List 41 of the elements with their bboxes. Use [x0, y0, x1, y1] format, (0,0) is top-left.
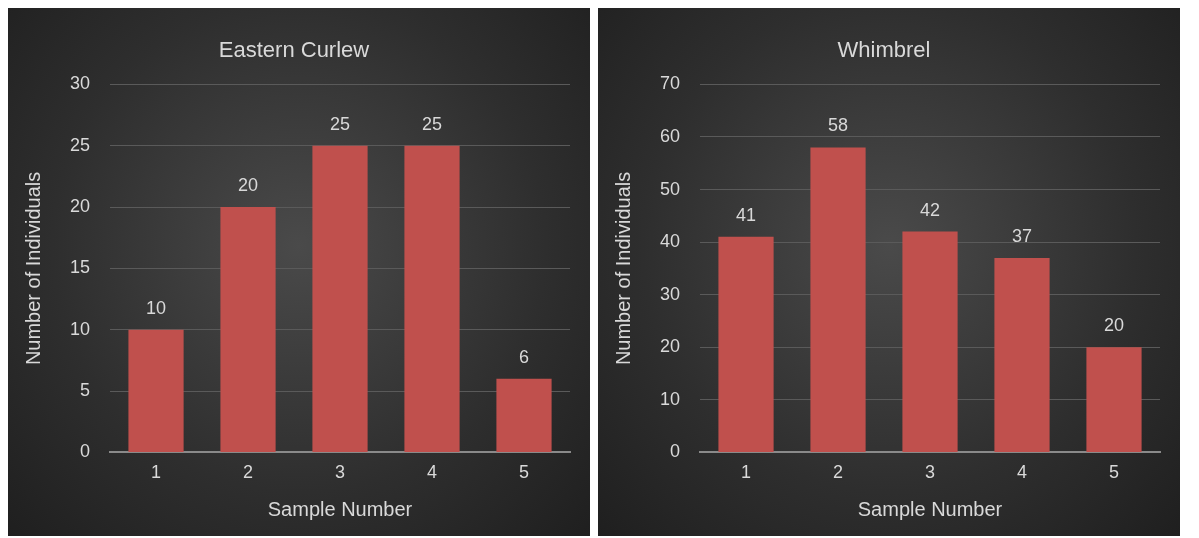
data-label: 6	[518, 346, 530, 367]
chart-title: Whimbrel	[837, 37, 931, 63]
y-tick-label: 5	[80, 380, 91, 401]
y-tick-label: 60	[659, 125, 681, 146]
y-tick-label: 15	[69, 257, 91, 278]
x-tick-label: 3	[925, 462, 936, 483]
x-tick-label: 5	[518, 462, 530, 483]
x-tick-label: 4	[427, 462, 438, 483]
data-label: 20	[238, 175, 259, 196]
data-label: 41	[736, 204, 757, 225]
y-tick-label: 30	[69, 73, 91, 94]
data-label: 10	[146, 297, 167, 318]
data-label: 25	[421, 113, 443, 134]
y-tick-label: 20	[69, 196, 91, 217]
y-tick-label: 20	[659, 336, 681, 357]
x-axis-title: Sample Number	[857, 497, 1003, 520]
y-tick-label: 70	[659, 73, 681, 94]
y-tick-label: 10	[659, 388, 681, 409]
y-axis-title: Number of Individuals	[611, 171, 634, 366]
x-axis-title: Sample Number	[267, 497, 413, 520]
y-tick-label: 0	[670, 441, 681, 462]
x-tick-label: 2	[833, 462, 844, 483]
data-label: 42	[920, 199, 941, 220]
data-label: 25	[330, 113, 351, 134]
y-axis-title: Number of Individuals	[21, 171, 44, 366]
x-tick-label: 1	[741, 462, 752, 483]
data-label: 37	[1011, 225, 1033, 246]
y-tick-label: 0	[80, 441, 91, 462]
x-tick-label: 2	[243, 462, 254, 483]
x-tick-label: 1	[151, 462, 162, 483]
y-tick-label: 50	[659, 178, 681, 199]
y-tick-label: 10	[69, 318, 91, 339]
chart-title: Eastern Curlew	[218, 37, 370, 63]
y-tick-label: 30	[659, 283, 681, 304]
y-tick-label: 40	[659, 231, 681, 252]
x-tick-label: 4	[1017, 462, 1028, 483]
data-label: 20	[1103, 315, 1125, 336]
x-tick-label: 3	[335, 462, 346, 483]
y-tick-label: 25	[69, 134, 91, 155]
x-tick-label: 5	[1108, 462, 1120, 483]
data-label: 58	[828, 115, 849, 136]
